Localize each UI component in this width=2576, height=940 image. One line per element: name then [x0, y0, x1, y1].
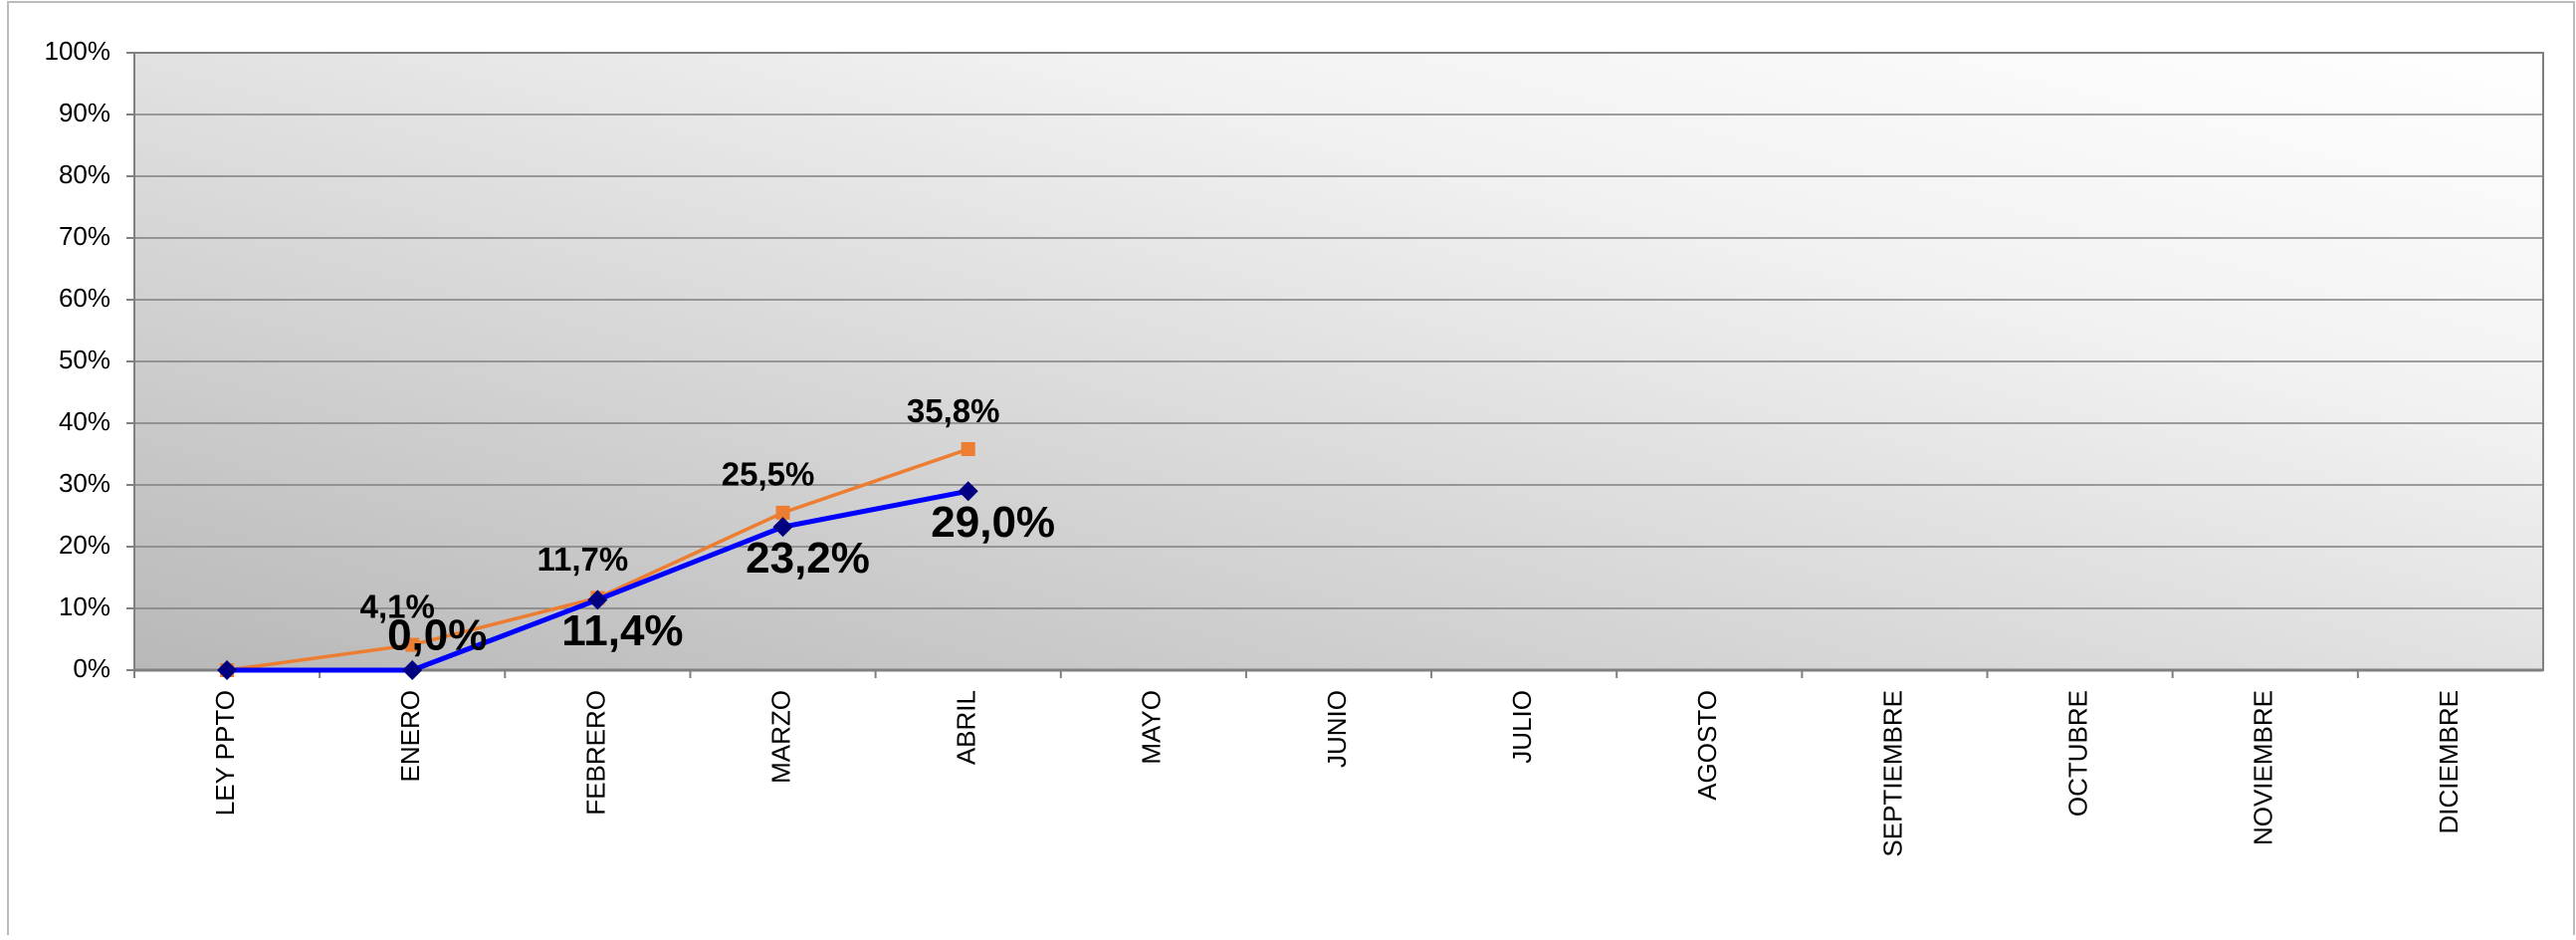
point [958, 481, 978, 502]
y-tick-label: 30% [59, 468, 110, 498]
x-tick-label: SEPTIEMBRE [1877, 690, 1907, 857]
data-label: 0,0% [387, 611, 487, 660]
data-label: 23,2% [746, 534, 870, 583]
y-tick-label: 10% [59, 591, 110, 621]
y-tick-label: 80% [59, 159, 110, 189]
x-tick-label: DICIEMBRE [2434, 690, 2464, 833]
x-tick-label: AGOSTO [1692, 690, 1722, 801]
data-label: 4,1% [360, 588, 435, 624]
x-tick-label: MARZO [765, 690, 795, 784]
y-tick-label: 90% [59, 98, 110, 127]
x-tick-label: ENERO [395, 690, 425, 782]
x-tick-label: LEY PPTO [210, 690, 240, 816]
y-tick-label: 100% [45, 36, 111, 66]
y-tick-label: 50% [59, 345, 110, 374]
x-tick-label: MAYO [1137, 690, 1167, 765]
y-tick-label: 0% [73, 653, 110, 683]
x-tick-label: ABRIL [952, 690, 981, 765]
x-tick-label: JUNIO [1322, 690, 1352, 768]
data-label: 35,8% [907, 392, 1000, 429]
data-label: 25,5% [722, 456, 815, 493]
y-tick-label: 20% [59, 530, 110, 560]
point [775, 505, 790, 520]
point [961, 442, 975, 457]
x-tick-label: FEBRERO [580, 690, 610, 816]
y-tick-label: 60% [59, 283, 110, 313]
y-tick-label: 40% [59, 406, 110, 436]
data-label: 11,4% [561, 606, 683, 655]
point [405, 637, 420, 652]
point [772, 517, 793, 538]
data-label: 11,7% [537, 541, 629, 578]
x-tick-label: NOVIEMBRE [2249, 690, 2278, 845]
data-label: 29,0% [931, 498, 1055, 547]
y-tick-label: 70% [59, 221, 110, 251]
x-tick-label: JULIO [1507, 690, 1537, 764]
x-tick-label: OCTUBRE [2062, 690, 2092, 817]
point [217, 660, 238, 680]
point [587, 589, 608, 610]
point [402, 660, 423, 680]
